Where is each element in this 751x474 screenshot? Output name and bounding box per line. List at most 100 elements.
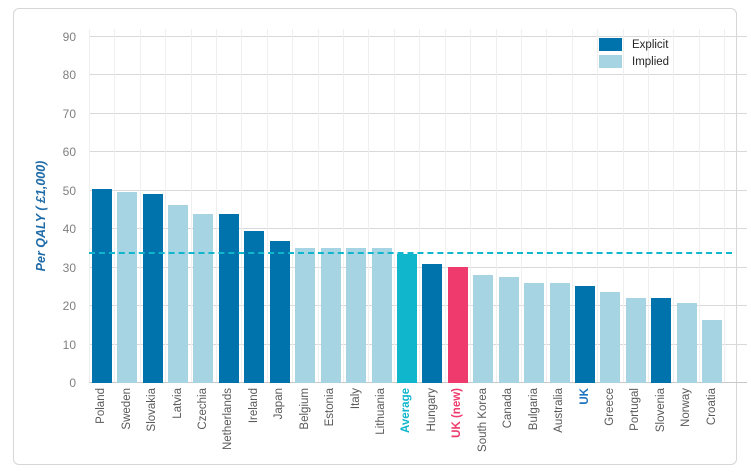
bar-croatia — [702, 319, 723, 383]
x-label-australia: Australia — [553, 388, 566, 433]
gridline-50 — [89, 189, 747, 191]
y-axis-title: Per QALY ( £1,000) — [34, 160, 48, 272]
vgrid-cell — [395, 29, 421, 383]
bar-south-korea — [473, 274, 494, 383]
vgrid-cell — [89, 29, 116, 383]
bar-sweden — [117, 192, 138, 383]
xlabel-cell: Bulgaria — [521, 388, 546, 474]
y-tick-80: 80 — [62, 68, 76, 83]
bar-cell-czechia — [191, 29, 216, 383]
xlabel-cell: UK (new) — [445, 388, 470, 474]
x-label-sweden: Sweden — [120, 388, 133, 430]
vgrid-cell — [649, 29, 675, 383]
vgrid-cell — [674, 29, 700, 383]
vgrid-cell — [115, 29, 141, 383]
x-label-latvia: Latvia — [171, 388, 184, 419]
xlabel-cell: UK — [572, 388, 597, 474]
bar-estonia — [320, 247, 341, 383]
xlabel-cell: Australia — [547, 388, 572, 474]
vgrid-cell — [522, 29, 548, 383]
x-label-poland: Poland — [95, 388, 108, 424]
xlabel-cell: Lithuania — [369, 388, 394, 474]
xlabel-cell: Belgium — [293, 388, 318, 474]
bar-cell-slovenia — [649, 29, 674, 383]
bar-cell-belgium — [293, 29, 318, 383]
vgrid-cell — [242, 29, 268, 383]
chart-frame: 0 10 20 30 40 50 60 70 80 90 Per QALY ( £1,000) P… — [13, 8, 747, 465]
x-label-ireland: Ireland — [247, 388, 260, 424]
bar-average — [396, 253, 417, 383]
x-label-greece: Greece — [603, 388, 616, 426]
bar-belgium — [295, 247, 316, 383]
vgrid-cell — [598, 29, 624, 383]
bar-cell-australia — [547, 29, 572, 383]
bar-latvia — [168, 205, 189, 383]
x-label-canada: Canada — [502, 388, 515, 429]
bar-cell-bulgaria — [521, 29, 546, 383]
bar-bulgaria — [524, 282, 545, 383]
bar-italy — [346, 247, 367, 383]
vgrid-cell — [497, 29, 522, 383]
gridline-90 — [89, 35, 747, 37]
legend-label-explicit: Explicit — [632, 38, 669, 51]
bar-canada — [498, 276, 519, 383]
x-label-belgium: Belgium — [298, 388, 311, 430]
xlabel-cell: Norway — [674, 388, 699, 474]
bar-cell-netherlands — [216, 29, 241, 383]
legend: Explicit Implied — [599, 38, 669, 72]
x-label-bulgaria: Bulgaria — [527, 388, 540, 431]
bar-cell-ireland — [242, 29, 267, 383]
xlabel-cell: Ireland — [242, 388, 267, 474]
gridline-60 — [89, 151, 747, 153]
bar-cell-greece — [598, 29, 623, 383]
vgrid-cell — [166, 29, 192, 383]
gridline-10 — [89, 343, 747, 345]
bar-australia — [549, 282, 570, 383]
xlabel-cell: South Korea — [471, 388, 496, 474]
vgrid-cell — [268, 29, 294, 383]
vgrid-cell — [344, 29, 370, 383]
xlabel-cell: Estonia — [318, 388, 343, 474]
y-tick-0: 0 — [69, 376, 76, 390]
bar-cell-sweden — [114, 29, 139, 383]
x-axis-category-labels: Poland Sweden Slovakia Latvia Czechia Netherl… — [89, 388, 747, 474]
bar-cell-croatia — [700, 29, 725, 383]
bar-japan — [269, 241, 290, 383]
gridline-80 — [89, 74, 747, 76]
y-tick-10: 10 — [62, 337, 76, 352]
x-label-italy: Italy — [349, 388, 362, 410]
bar-cell-south-korea — [471, 29, 496, 383]
bar-hungary — [422, 263, 443, 383]
gridline-70 — [89, 112, 747, 114]
vgrid-cell — [369, 29, 395, 383]
x-label-croatia: Croatia — [705, 388, 718, 426]
vgrid-cell — [700, 29, 726, 383]
bar-cell-italy — [343, 29, 368, 383]
vgrid-cell — [192, 29, 218, 383]
x-label-estonia: Estonia — [324, 388, 337, 427]
bar-cell-poland — [89, 29, 114, 383]
bar-czechia — [193, 213, 214, 383]
bar-uk — [575, 286, 596, 383]
vgrid-cell — [420, 29, 446, 383]
bar-cell-hungary — [420, 29, 445, 383]
xlabel-cell: Sweden — [114, 388, 139, 474]
bar-cell-latvia — [165, 29, 190, 383]
xlabel-cell: Greece — [598, 388, 623, 474]
vgrid-cell — [141, 29, 167, 383]
xlabel-cell: Slovakia — [140, 388, 165, 474]
x-label-portugal: Portugal — [629, 388, 642, 431]
x-label-uk-new-: UK (new) — [451, 388, 464, 438]
legend-label-implied: Implied — [632, 55, 670, 68]
plot-area — [89, 29, 747, 383]
average-dashed-line — [89, 251, 732, 254]
xlabel-cell: Slovenia — [649, 388, 674, 474]
x-label-norway: Norway — [680, 388, 693, 427]
vgrid-cell — [446, 29, 472, 383]
x-label-netherlands: Netherlands — [222, 388, 235, 451]
legend-swatch-implied — [599, 55, 622, 68]
vgrid-cell — [217, 29, 243, 383]
gridline-30 — [89, 266, 747, 268]
xlabel-cell: Hungary — [420, 388, 445, 474]
bar-cell-uk-new- — [445, 29, 470, 383]
